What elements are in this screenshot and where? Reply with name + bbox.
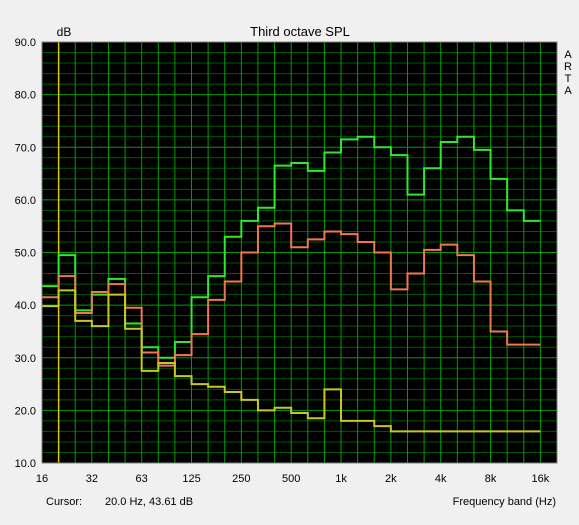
x-tick-label: 2k	[385, 473, 397, 485]
y-tick-label: 60.0	[15, 195, 36, 207]
x-tick-label: 250	[232, 473, 250, 485]
y-tick-label: 70.0	[15, 142, 36, 154]
watermark-letter: R	[564, 61, 572, 73]
x-tick-label: 1k	[335, 473, 347, 485]
watermark-letter: T	[565, 73, 572, 85]
x-tick-label: 16k	[532, 473, 550, 485]
x-tick-label: 32	[86, 473, 98, 485]
y-tick-label: 40.0	[15, 300, 36, 312]
y-axis-label: dB	[57, 25, 72, 39]
x-tick-labels: 16 32 63 125 250 500 1k 2k 4k 8k 16k	[36, 473, 550, 485]
plot-border	[41, 41, 558, 464]
y-tick-label: 10.0	[15, 458, 36, 470]
y-tick-label: 20.0	[15, 405, 36, 417]
chart-title: Third octave SPL	[250, 24, 350, 39]
y-tick-label: 90.0	[15, 37, 36, 49]
y-tick-label: 80.0	[15, 90, 36, 102]
x-tick-label: 4k	[435, 473, 447, 485]
cursor-label: Cursor:	[46, 496, 82, 508]
watermark-letter: A	[564, 49, 572, 61]
x-tick-label: 500	[282, 473, 300, 485]
watermark-letter: A	[564, 85, 572, 97]
x-tick-label: 8k	[485, 473, 497, 485]
y-tick-labels: 90.0 80.0 70.0 60.0 50.0 40.0 30.0 20.0 10.0	[15, 37, 36, 470]
x-axis-label: Frequency band (Hz)	[453, 496, 556, 508]
x-tick-label: 63	[136, 473, 148, 485]
series-line-2	[42, 289, 541, 433]
y-tick-label: 50.0	[15, 248, 36, 260]
x-tick-label: 125	[182, 473, 200, 485]
cursor-readout: 20.0 Hz, 43.61 dB	[105, 496, 193, 508]
series-layer	[42, 135, 541, 433]
grid-minor	[42, 52, 557, 453]
y-tick-label: 30.0	[15, 353, 36, 365]
x-tick-label: 16	[36, 473, 48, 485]
